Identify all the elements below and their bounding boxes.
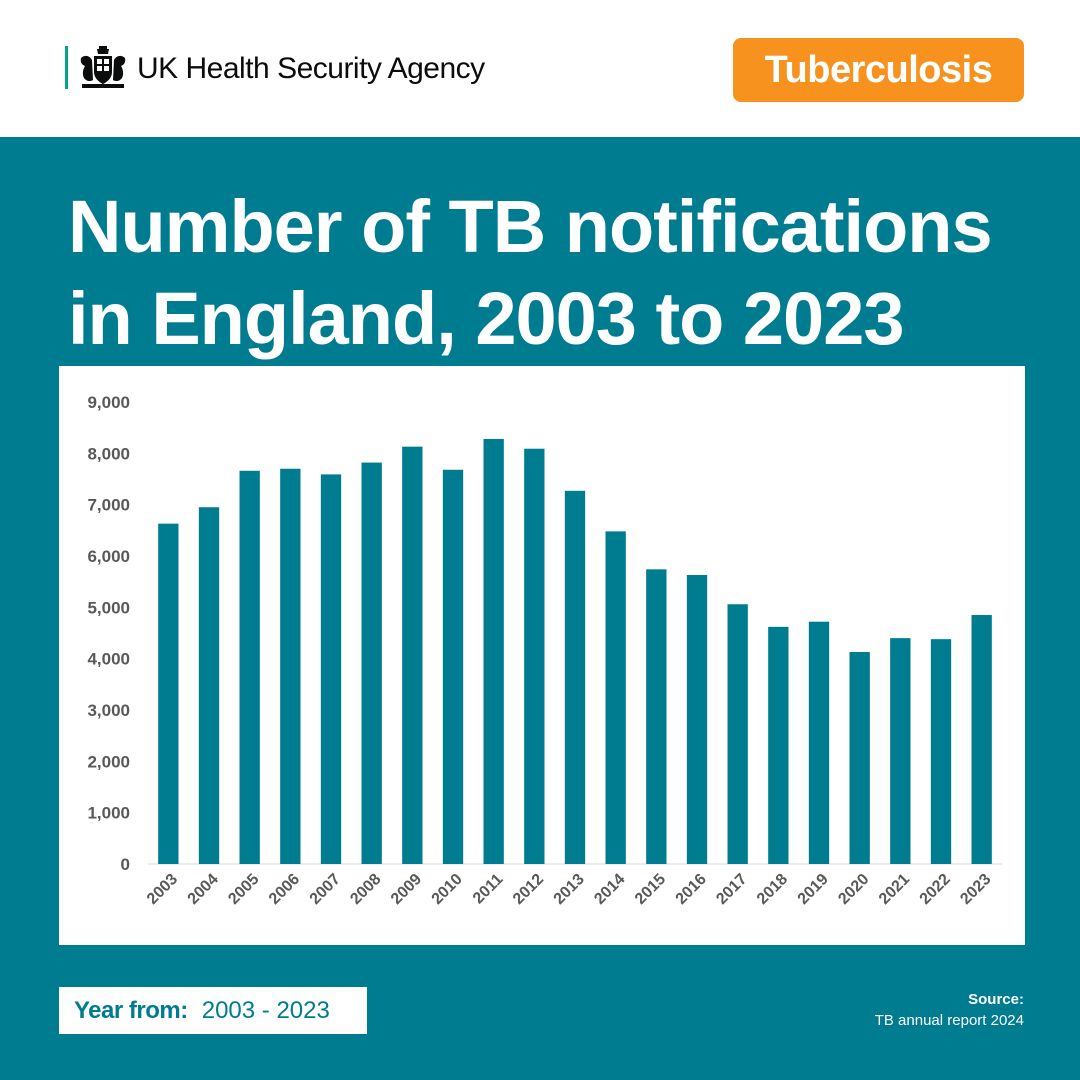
x-tick-label: 2007: [307, 871, 344, 908]
title-line-2: in England, 2003 to 2023: [68, 277, 905, 360]
x-tick-label: 2017: [713, 871, 750, 908]
bar-2005: [239, 470, 260, 864]
bar-2023: [971, 615, 992, 864]
chart-container: 0 1,000 2,000 3,000 4,000 5,000 6,000 7,000 8,00…: [59, 366, 1025, 945]
y-tick-label: 3,000: [87, 701, 130, 720]
bar-2021: [890, 638, 911, 864]
x-tick-label: 2004: [185, 871, 222, 908]
bar-2016: [686, 574, 708, 864]
bar-2014: [605, 531, 626, 864]
page-title: Number of TB notifications in England, 2…: [68, 181, 1048, 365]
x-tick-label: 2009: [388, 871, 425, 908]
x-tick-label: 2015: [632, 871, 669, 908]
y-tick-label: 2,000: [87, 752, 130, 771]
bar-chart: 0 1,000 2,000 3,000 4,000 5,000 6,000 7,000 8,00…: [87, 393, 1002, 908]
y-tick-label: 1,000: [87, 804, 130, 823]
x-tick-label: 2012: [510, 871, 547, 908]
year-range-value: 2003 - 2023: [201, 996, 330, 1024]
bar-2004: [198, 507, 220, 864]
x-tick-label: 2008: [347, 871, 384, 908]
x-tick-label: 2021: [876, 871, 913, 908]
x-tick-label: 2020: [835, 871, 872, 908]
source-label: Source:: [968, 991, 1024, 1008]
bar-2019: [808, 621, 830, 864]
bar-2015: [646, 569, 667, 864]
x-tick-label: 2011: [470, 871, 507, 908]
bar-2020: [849, 651, 870, 864]
bar-2018: [768, 626, 789, 864]
year-range-label: Year from:: [74, 996, 188, 1024]
organisation-name: UK Health Security Agency: [137, 52, 485, 85]
logo-accent-bar: [65, 46, 68, 89]
x-tick-label: 2010: [429, 871, 466, 908]
source-note: Source: TB annual report 2024: [875, 989, 1024, 1031]
y-tick-label: 4,000: [87, 650, 130, 669]
y-tick-label: 7,000: [87, 496, 130, 515]
x-tick-label: 2016: [673, 871, 710, 908]
bar-2017: [727, 604, 748, 864]
bar-2006: [280, 468, 301, 864]
y-tick-label: 5,000: [87, 598, 130, 617]
bar-2007: [320, 474, 342, 864]
source-text: TB annual report 2024: [874, 1012, 1024, 1029]
royal-crest-icon: [80, 46, 126, 88]
bar-2011: [483, 438, 504, 864]
bar-2008: [361, 462, 382, 864]
x-tick-label: 2013: [551, 871, 588, 908]
x-tick-label: 2003: [144, 871, 181, 908]
y-tick-label: 8,000: [87, 444, 130, 463]
y-tick-label: 6,000: [87, 547, 130, 566]
bar-2012: [524, 448, 545, 864]
y-tick-label: 0: [121, 855, 130, 874]
title-line-1: Number of TB notifications: [68, 185, 993, 268]
bar-2003: [158, 523, 179, 864]
bar-2010: [442, 469, 464, 864]
x-tick-label: 2019: [795, 871, 832, 908]
bar-2009: [402, 446, 423, 864]
x-tick-label: 2018: [754, 871, 791, 908]
x-tick-label: 2023: [957, 871, 994, 908]
bar-2022: [930, 639, 952, 864]
year-range-box: Year from: 2003 - 2023: [59, 987, 367, 1034]
topic-badge: Tuberculosis: [733, 38, 1024, 102]
x-tick-label: 2022: [917, 871, 954, 908]
y-tick-label: 9,000: [87, 393, 130, 412]
bar-2013: [564, 490, 586, 864]
x-tick-label: 2006: [266, 871, 303, 908]
header: UK Health Security Agency Tuberculosis: [0, 0, 1080, 137]
x-tick-label: 2005: [225, 871, 262, 908]
x-tick-label: 2014: [591, 871, 628, 908]
